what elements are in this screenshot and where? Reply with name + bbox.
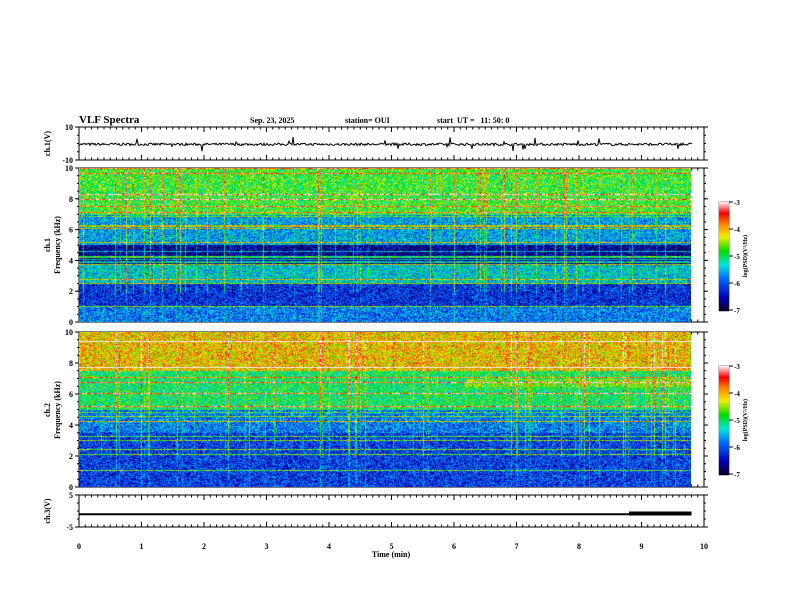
y-tick-label: 8 [69, 195, 73, 204]
x-tick-label: 1 [140, 542, 144, 551]
x-tick-label: 6 [452, 542, 456, 551]
date-label: Sep. 23, 2025 [250, 116, 294, 125]
x-tick-label: 2 [202, 542, 206, 551]
x-tick-label: 5 [390, 542, 394, 551]
y-tick-label: 0 [69, 483, 73, 492]
x-tick-label: 3 [265, 542, 269, 551]
x-tick-label: 9 [640, 542, 644, 551]
colorbar-tick-label: -6 [734, 280, 740, 288]
y-tick-label: 0 [69, 318, 73, 327]
x-tick-label: 7 [515, 542, 519, 551]
x-tick-label: 10 [700, 542, 708, 551]
y-tick-label: -10 [62, 156, 73, 165]
colorbar-tick-label: -5 [734, 417, 740, 425]
colorbar2-label: log(PSD)(V²/Hz) [742, 399, 749, 441]
colorbar-tick-label: -6 [734, 444, 740, 452]
ch2-spec-ylabel-1: ch.2 [43, 403, 52, 417]
colorbar-tick-label: -3 [734, 199, 740, 207]
y-tick-label: 10 [65, 328, 73, 337]
ch3-ylabel: ch.3(V) [43, 498, 52, 523]
y-tick-label: 2 [69, 452, 73, 461]
colorbar2 [719, 366, 729, 475]
figure-title: VLF Spectra [79, 114, 140, 126]
start-time-label: start UT = 11: 50: 0 [437, 116, 509, 125]
x-tick-label: 4 [327, 542, 331, 551]
ch1-ylabel: ch.1(V) [43, 131, 52, 156]
colorbar1 [719, 202, 729, 311]
x-tick-label: 0 [77, 542, 81, 551]
y-tick-label: 4 [69, 256, 73, 265]
ch1-spectrogram [79, 168, 691, 322]
colorbar-tick-label: -4 [734, 226, 740, 234]
y-tick-label: -5 [66, 523, 73, 532]
ch2-spectrogram [79, 332, 691, 487]
y-tick-label: 8 [69, 359, 73, 368]
ch1-spec-ylabel-1: ch.1 [43, 238, 52, 252]
y-tick-label: 5 [69, 491, 73, 500]
colorbar-tick-label: -3 [734, 363, 740, 371]
x-axis-label: Time (min) [372, 550, 411, 559]
station-label: station= OUI [345, 116, 390, 125]
y-tick-label: 10 [65, 164, 73, 173]
x-tick-label: 8 [577, 542, 581, 551]
colorbar1-label: log(PSD)(V²/Hz) [742, 235, 749, 277]
y-tick-label: 10 [65, 123, 73, 132]
ch1-trace [78, 137, 693, 152]
ch1-spec-ylabel-2: Frequency (kHz) [53, 216, 62, 274]
y-tick-label: 2 [69, 287, 73, 296]
colorbar-tick-label: -7 [734, 307, 740, 315]
y-tick-label: 6 [69, 390, 73, 399]
ch2-spec-ylabel-2: Frequency (kHz) [53, 381, 62, 439]
y-tick-label: 6 [69, 226, 73, 235]
colorbar-tick-label: -4 [734, 390, 740, 398]
colorbar-tick-label: -5 [734, 253, 740, 261]
y-tick-label: 4 [69, 421, 73, 430]
colorbar-tick-label: -7 [734, 471, 740, 479]
